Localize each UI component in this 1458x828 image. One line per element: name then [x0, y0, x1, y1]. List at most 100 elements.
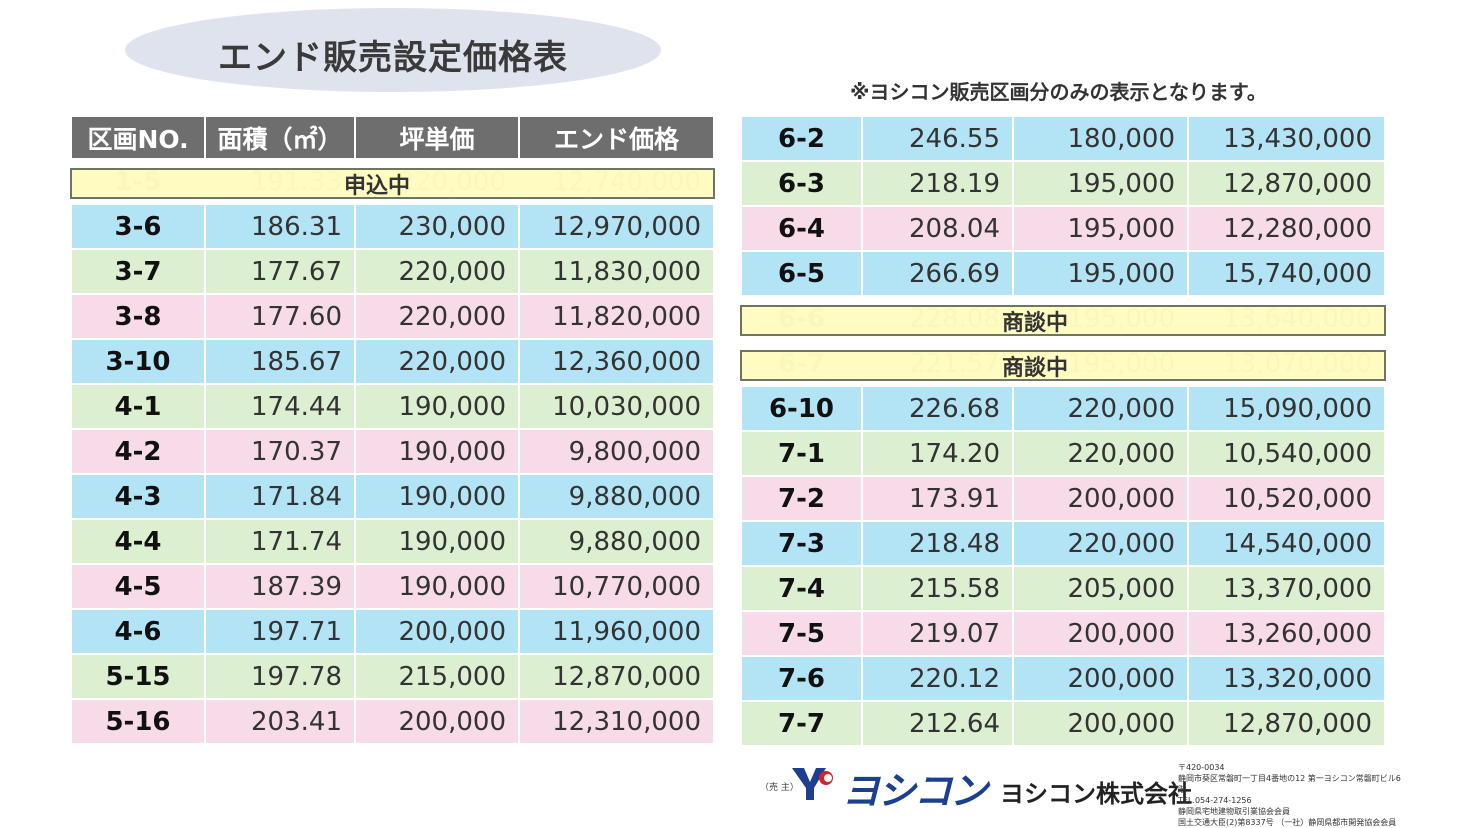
table-row: 6-4 208.04 195,000 12,280,000 — [742, 207, 1386, 252]
end-price-cell: 12,280,000 — [1189, 207, 1386, 252]
lot-no-cell: 6-10 — [742, 387, 863, 432]
end-price-cell: 12,870,000 — [1189, 162, 1386, 207]
unit-price-cell: 200,000 — [356, 610, 520, 655]
unit-price-cell: 220,000 — [1014, 432, 1189, 477]
unit-price-cell: 195,000 — [1014, 252, 1189, 297]
area-cell: 218.19 — [863, 162, 1014, 207]
unit-price-cell: 190,000 — [356, 475, 520, 520]
end-price-cell: 15,740,000 — [1189, 252, 1386, 297]
company-logo-icon — [792, 768, 833, 800]
owner-label: （売 主） — [760, 783, 799, 793]
lot-no-cell: 6-5 — [742, 252, 863, 297]
unit-price-cell: 220,000 — [356, 295, 520, 340]
end-price-cell: 12,870,000 — [1189, 702, 1386, 747]
unit-price-cell: 190,000 — [356, 430, 520, 475]
company-name: ヨシコン株式会社 — [1000, 780, 1192, 808]
area-cell: 186.31 — [206, 205, 356, 250]
table-row: 4-1 174.44 190,000 10,030,000 — [72, 385, 715, 430]
area-cell: 218.48 — [863, 522, 1014, 567]
table-row: 6-3 218.19 195,000 12,870,000 — [742, 162, 1386, 207]
price-table-right: 6-2 246.55 180,000 13,430,000 6-3 218.19 195,0… — [742, 117, 1386, 747]
area-cell: 173.91 — [863, 477, 1014, 522]
table-row: 4-3 171.84 190,000 9,880,000 — [72, 475, 715, 520]
end-price-cell: 9,880,000 — [520, 475, 715, 520]
end-price-cell: 11,830,000 — [520, 250, 715, 295]
lot-no-cell: 4-2 — [72, 430, 206, 475]
note-text: ※ヨシコン販売区画分のみの表示となります。 — [850, 80, 1267, 104]
status-overlay — [740, 305, 1386, 336]
end-price-cell: 13,430,000 — [1189, 117, 1386, 162]
unit-price-cell: 220,000 — [1014, 522, 1189, 567]
end-price-cell: 10,770,000 — [520, 565, 715, 610]
area-cell: 226.68 — [863, 387, 1014, 432]
table-row: 7-6 220.12 200,000 13,320,000 — [742, 657, 1386, 702]
unit-price-cell: 205,000 — [1014, 567, 1189, 612]
lot-no-cell: 7-2 — [742, 477, 863, 522]
table-row: 7-5 219.07 200,000 13,260,000 — [742, 612, 1386, 657]
company-address: 〒420-0034 静岡市葵区常磐町一丁目4番地の12 第一ヨシコン常磐町ビル6… — [1178, 762, 1408, 828]
table-body-left: 1-5191.33220,00012,740,0003-6186.31230,0… — [72, 160, 715, 745]
lot-no-cell: 3-10 — [72, 340, 206, 385]
table-row: 7-2 173.91 200,000 10,520,000 — [742, 477, 1386, 522]
logo-wordmark: ヨシコン — [842, 769, 988, 813]
header-unit-price: 坪単価 — [356, 117, 520, 160]
unit-price-cell: 190,000 — [356, 520, 520, 565]
area-cell: 171.74 — [206, 520, 356, 565]
address-line: 〒420-0034 — [1178, 763, 1225, 772]
end-price-cell: 12,360,000 — [520, 340, 715, 385]
area-cell: 174.20 — [863, 432, 1014, 477]
table-row: 7-4 215.58 205,000 13,370,000 — [742, 567, 1386, 612]
title-banner: エンド販売設定価格表 — [125, 8, 661, 92]
end-price-cell: 10,030,000 — [520, 385, 715, 430]
area-cell: 220.12 — [863, 657, 1014, 702]
end-price-cell: 10,540,000 — [1189, 432, 1386, 477]
area-cell: 266.69 — [863, 252, 1014, 297]
header-end-price: エンド価格 — [520, 117, 715, 160]
end-price-cell: 13,260,000 — [1189, 612, 1386, 657]
end-price-cell: 9,800,000 — [520, 430, 715, 475]
table-row: 3-10 185.67 220,000 12,360,000 — [72, 340, 715, 385]
table-row: 7-3 218.48 220,000 14,540,000 — [742, 522, 1386, 567]
address-line: 静岡県宅地建物取引業協会会員 — [1178, 807, 1290, 816]
lot-no-cell: 7-1 — [742, 432, 863, 477]
price-table-left: 区画NO. 面積（㎡） 坪単価 エンド価格 1-5191.33220,00012… — [72, 117, 715, 745]
address-line: 国土交通大臣(2)第8337号 （一社）静岡県都市開発協会会員 — [1178, 818, 1397, 827]
lot-no-cell: 6-4 — [742, 207, 863, 252]
unit-price-cell: 220,000 — [1014, 387, 1189, 432]
area-cell: 203.41 — [206, 700, 356, 745]
table-row: 6-10 226.68 220,000 15,090,000 — [742, 387, 1386, 432]
unit-price-cell: 195,000 — [1014, 162, 1189, 207]
lot-no-cell: 3-8 — [72, 295, 206, 340]
table-row: 3-6 186.31 230,000 12,970,000 — [72, 205, 715, 250]
unit-price-cell: 195,000 — [1014, 207, 1189, 252]
lot-no-cell: 3-7 — [72, 250, 206, 295]
end-price-cell: 15,090,000 — [1189, 387, 1386, 432]
lot-no-cell: 4-6 — [72, 610, 206, 655]
lot-no-cell: 4-1 — [72, 385, 206, 430]
end-price-cell: 13,370,000 — [1189, 567, 1386, 612]
unit-price-cell: 190,000 — [356, 565, 520, 610]
end-price-cell: 11,960,000 — [520, 610, 715, 655]
end-price-cell: 11,820,000 — [520, 295, 715, 340]
end-price-cell: 12,970,000 — [520, 205, 715, 250]
table-row: 3-7 177.67 220,000 11,830,000 — [72, 250, 715, 295]
table-row: 7-7 212.64 200,000 12,870,000 — [742, 702, 1386, 747]
area-cell: 219.07 — [863, 612, 1014, 657]
lot-no-cell: 4-3 — [72, 475, 206, 520]
area-cell: 208.04 — [863, 207, 1014, 252]
status-label: 商談中 — [1002, 311, 1069, 336]
area-cell: 246.55 — [863, 117, 1014, 162]
area-cell: 174.44 — [206, 385, 356, 430]
lot-no-cell: 5-16 — [72, 700, 206, 745]
table-row: 6-2 246.55 180,000 13,430,000 — [742, 117, 1386, 162]
area-cell: 197.78 — [206, 655, 356, 700]
unit-price-cell: 200,000 — [1014, 657, 1189, 702]
unit-price-cell: 200,000 — [1014, 612, 1189, 657]
title-ellipse — [125, 8, 661, 92]
unit-price-cell: 200,000 — [1014, 702, 1189, 747]
end-price-cell: 12,310,000 — [520, 700, 715, 745]
unit-price-cell: 220,000 — [356, 340, 520, 385]
area-cell: 215.58 — [863, 567, 1014, 612]
lot-no-cell: 7-4 — [742, 567, 863, 612]
lot-no-cell: 6-3 — [742, 162, 863, 207]
